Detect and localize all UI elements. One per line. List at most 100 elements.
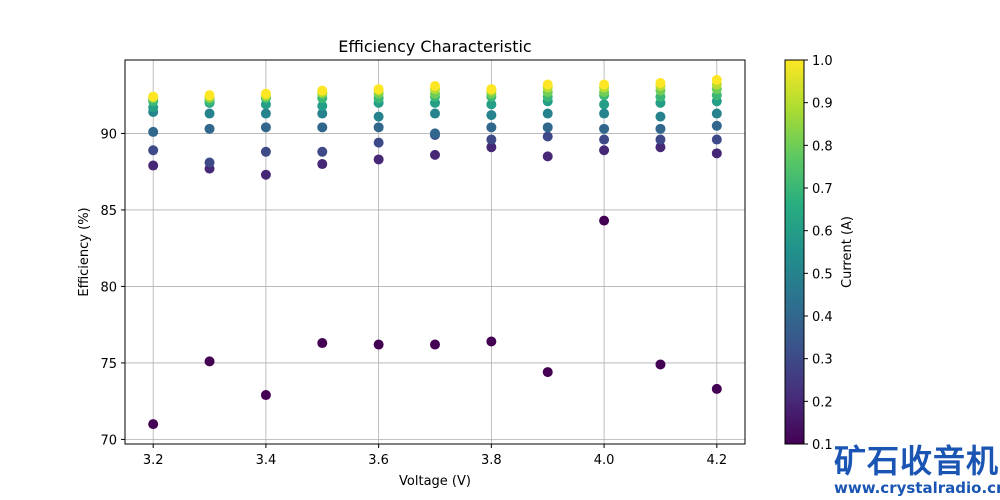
data-point — [711, 134, 722, 145]
colorbar-tick-label: 0.7 — [812, 182, 833, 197]
colorbar — [784, 59, 805, 445]
data-point — [317, 146, 328, 157]
data-point — [711, 120, 722, 131]
data-point — [655, 359, 666, 370]
data-point — [542, 367, 553, 378]
y-tick-label: 80 — [100, 280, 117, 295]
data-point — [260, 146, 271, 157]
data-point — [655, 123, 666, 134]
data-point — [430, 81, 440, 92]
data-point — [599, 215, 610, 226]
data-point — [486, 134, 497, 145]
data-point — [260, 169, 271, 180]
data-point — [711, 383, 722, 394]
data-point — [204, 108, 215, 119]
data-point — [599, 99, 610, 110]
data-point — [486, 99, 497, 110]
x-axis-ticks: 3.2 3.4 3.6 3.8 4.0 4.2 — [143, 444, 727, 468]
watermark-logo: 矿石收音机 www.crystalradio.cn — [826, 436, 1000, 500]
data-point — [486, 84, 497, 95]
data-point — [711, 108, 722, 119]
data-point — [148, 145, 159, 156]
x-tick-label: 4.2 — [706, 453, 727, 468]
data-point — [655, 77, 666, 88]
data-point — [486, 122, 497, 133]
data-point — [260, 108, 271, 119]
data-point — [711, 148, 722, 159]
y-tick-label: 75 — [100, 357, 117, 372]
data-point — [260, 122, 271, 133]
data-point — [599, 134, 610, 145]
data-point — [542, 122, 553, 133]
x-axis-label: Voltage (V) — [399, 474, 471, 489]
data-point — [317, 108, 328, 119]
y-tick-label: 85 — [100, 204, 117, 219]
data-point — [373, 137, 384, 148]
data-point — [373, 122, 384, 133]
data-point — [599, 79, 610, 90]
data-point — [599, 108, 610, 119]
data-point — [204, 157, 215, 168]
data-point — [655, 134, 666, 145]
data-point — [599, 123, 610, 134]
colorbar-tick-label: 0.4 — [812, 310, 833, 325]
data-point — [260, 88, 271, 99]
data-point — [373, 154, 384, 165]
colorbar-tick-label: 0.5 — [812, 267, 833, 282]
data-point — [655, 142, 666, 153]
data-point — [317, 100, 328, 111]
data-point — [486, 110, 497, 121]
colorbar-ticks: 0.1 0.2 0.3 0.4 0.5 0.6 0.7 0.8 0.9 1.0 — [804, 54, 833, 453]
y-axis-ticks: 70 75 80 85 90 — [100, 127, 125, 448]
data-point — [204, 356, 215, 367]
x-tick-label: 4.0 — [594, 453, 615, 468]
data-point — [317, 85, 328, 96]
data-point — [148, 160, 159, 171]
data-point — [317, 338, 328, 349]
colorbar-tick-label: 0.8 — [812, 139, 833, 154]
colorbar-tick-label: 0.1 — [812, 438, 833, 453]
y-axis-label: Efficiency (%) — [77, 207, 92, 296]
data-point — [711, 74, 722, 85]
data-points — [148, 74, 722, 430]
y-tick-label: 70 — [100, 433, 117, 448]
colorbar-tick-label: 0.2 — [812, 395, 833, 410]
data-point — [655, 111, 666, 122]
data-point — [542, 79, 553, 90]
plot-frame — [124, 59, 746, 445]
data-point — [204, 90, 215, 101]
data-point — [430, 339, 440, 350]
data-point — [599, 145, 610, 156]
data-point — [430, 149, 440, 160]
colorbar-tick-label: 0.9 — [812, 97, 833, 112]
watermark-text: 矿石收音机 — [834, 442, 1000, 480]
data-point — [542, 108, 553, 119]
data-point — [486, 336, 497, 347]
data-point — [373, 339, 384, 350]
data-point — [373, 111, 384, 122]
colorbar-label: Current (A) — [840, 216, 855, 288]
data-point — [204, 123, 215, 134]
y-tick-label: 90 — [100, 127, 117, 142]
x-tick-label: 3.4 — [256, 453, 277, 468]
data-point — [373, 84, 384, 95]
data-point — [430, 108, 440, 119]
data-point — [317, 122, 328, 133]
data-point — [542, 151, 553, 162]
colorbar-tick-label: 1.0 — [812, 54, 833, 69]
data-point — [260, 390, 271, 401]
data-point — [430, 128, 440, 139]
chart-title: Efficiency Characteristic — [338, 37, 531, 56]
colorbar-tick-label: 0.6 — [812, 225, 833, 240]
data-point — [317, 159, 328, 170]
watermark-url: www.crystalradio.cn — [834, 479, 1000, 497]
data-point — [148, 91, 159, 102]
colorbar-tick-label: 0.3 — [812, 353, 833, 368]
x-tick-label: 3.2 — [143, 453, 164, 468]
data-point — [542, 131, 553, 142]
data-point — [148, 126, 159, 137]
x-tick-label: 3.8 — [481, 453, 502, 468]
data-point — [148, 419, 159, 430]
data-point — [486, 142, 497, 153]
